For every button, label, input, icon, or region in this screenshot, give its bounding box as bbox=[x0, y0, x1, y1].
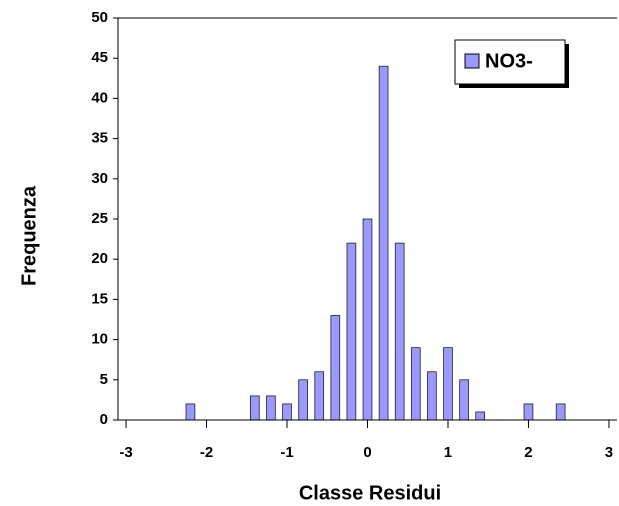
x-tick-label: 2 bbox=[524, 444, 532, 461]
bar bbox=[346, 242, 357, 421]
bar bbox=[362, 218, 373, 421]
y-tick-label: 20 bbox=[91, 250, 108, 267]
bar bbox=[523, 403, 534, 421]
y-tick-label: 35 bbox=[91, 130, 108, 147]
bar bbox=[459, 379, 469, 421]
x-tick-label: 1 bbox=[444, 444, 452, 461]
legend-label: NO3- bbox=[485, 50, 533, 72]
y-tick-label: 50 bbox=[91, 9, 108, 26]
bar bbox=[330, 315, 341, 421]
bar bbox=[298, 379, 308, 421]
bar bbox=[282, 403, 292, 421]
x-tick-label: -3 bbox=[119, 444, 132, 461]
x-tick-label: -1 bbox=[280, 444, 293, 461]
y-tick-label: 5 bbox=[100, 371, 108, 388]
bar bbox=[555, 403, 566, 421]
y-tick-label: 0 bbox=[100, 411, 108, 428]
x-tick-label: 0 bbox=[363, 444, 371, 461]
bar bbox=[443, 347, 453, 421]
y-tick-label: 15 bbox=[91, 290, 108, 307]
bar bbox=[266, 395, 276, 421]
y-tick-label: 45 bbox=[91, 49, 108, 66]
x-axis-label: Classe Residui bbox=[299, 482, 441, 504]
y-tick-label: 25 bbox=[91, 210, 108, 227]
y-tick-label: 30 bbox=[91, 170, 108, 187]
bar bbox=[249, 395, 260, 421]
bar bbox=[427, 371, 437, 421]
bar bbox=[378, 65, 389, 421]
bar bbox=[475, 411, 486, 421]
y-tick-label: 10 bbox=[91, 331, 108, 348]
bar bbox=[185, 403, 196, 421]
y-tick-label: 40 bbox=[91, 89, 108, 106]
x-tick-label: 3 bbox=[605, 444, 613, 461]
bar bbox=[410, 347, 421, 421]
bar bbox=[394, 242, 405, 421]
legend-swatch bbox=[464, 53, 480, 69]
y-axis-label: Frequenza bbox=[18, 185, 40, 286]
x-tick-label: -2 bbox=[200, 444, 213, 461]
bar bbox=[314, 371, 325, 421]
